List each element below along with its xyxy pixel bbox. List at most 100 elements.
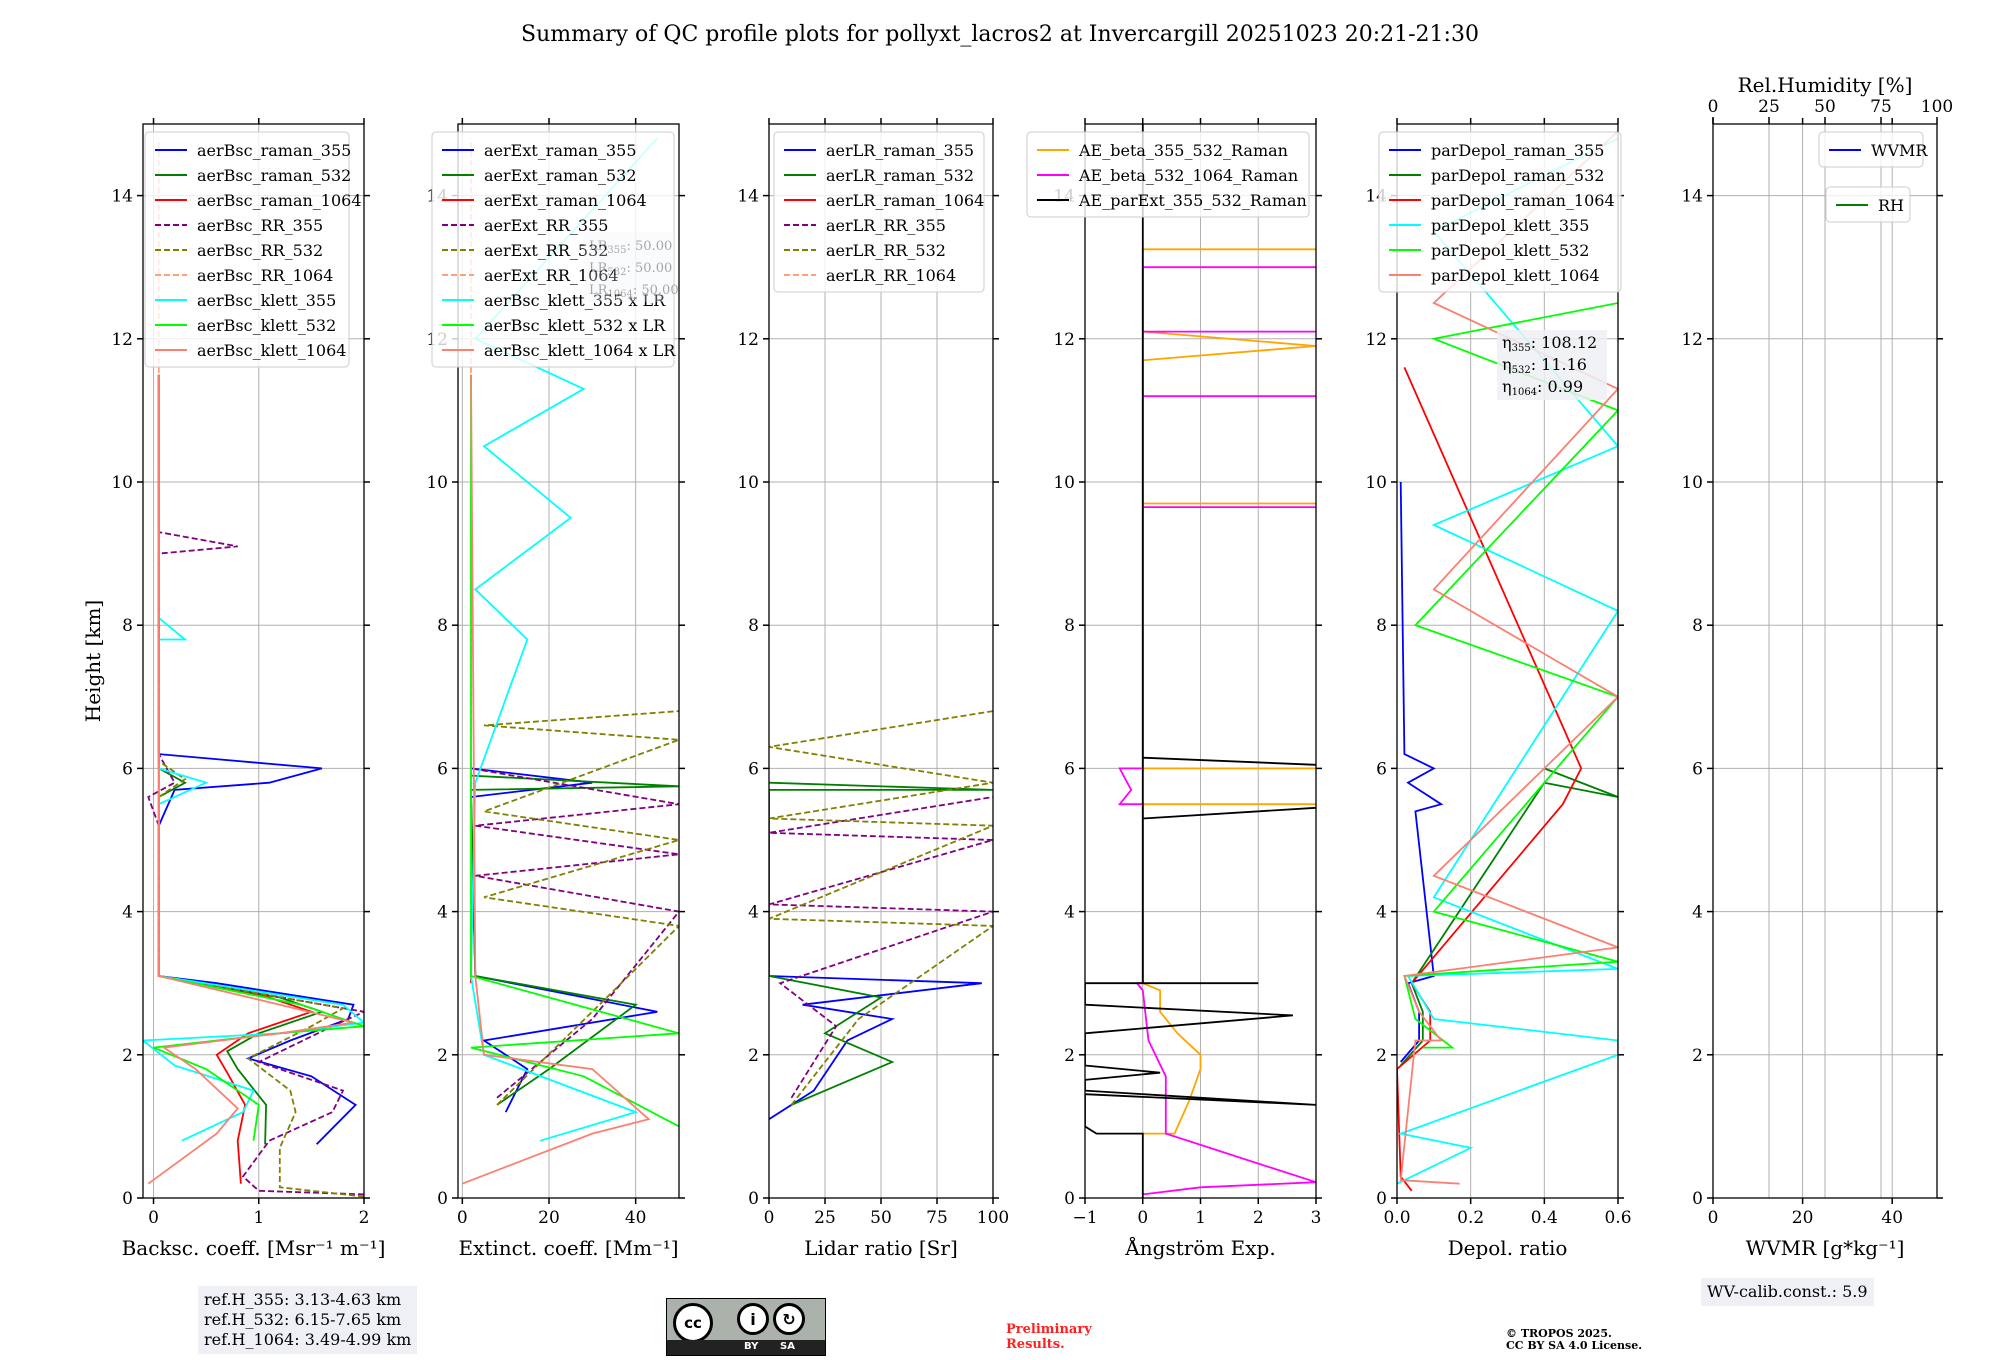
legend-entry-label: aerExt_RR_532 xyxy=(484,241,608,260)
ref-height-1064: ref.H_1064: 3.49-4.99 km xyxy=(204,1330,412,1349)
legend-entry-label: aerBsc_RR_532 xyxy=(197,241,323,260)
legend-entry-label: aerBsc_klett_532 xyxy=(197,316,336,335)
legend-entry-label: aerLR_raman_532 xyxy=(826,166,974,185)
top-x-tick-label: 50 xyxy=(1814,97,1836,117)
legend-entry-label: AE_parExt_355_532_Raman xyxy=(1078,191,1307,210)
legend-entry-label: aerExt_raman_1064 xyxy=(484,191,647,210)
legend-entry-label: aerBsc_klett_532 x LR xyxy=(484,316,666,335)
x-axis-label: Ångström Exp. xyxy=(1124,1235,1275,1260)
reference-height-box: ref.H_355: 3.13-4.63 km ref.H_532: 6.15-… xyxy=(198,1286,418,1354)
legend-entry-label: aerLR_raman_1064 xyxy=(826,191,984,210)
y-tick-label: 2 xyxy=(1376,1046,1387,1066)
y-tick-label: 2 xyxy=(748,1046,759,1066)
x-axis-label: Extinct. coeff. [Mm⁻¹] xyxy=(458,1236,678,1260)
y-tick-label: 8 xyxy=(437,616,448,636)
legend-frame xyxy=(1026,131,1310,218)
y-tick-label: 4 xyxy=(122,903,133,923)
ref-height-355: ref.H_355: 3.13-4.63 km xyxy=(204,1290,402,1309)
y-tick-label: 2 xyxy=(122,1046,133,1066)
legend-frame xyxy=(1378,131,1622,293)
x-tick-label: 1 xyxy=(253,1208,264,1228)
legend-entry-label: aerBsc_raman_1064 xyxy=(197,191,362,210)
cc-license-badge: cc i ↻ BY SA xyxy=(666,1298,826,1356)
y-tick-label: 4 xyxy=(1376,903,1387,923)
y-tick-label: 8 xyxy=(1376,616,1387,636)
x-tick-label: 40 xyxy=(1881,1208,1903,1228)
x-tick-label: 0.6 xyxy=(1604,1208,1631,1228)
x-tick-label: 75 xyxy=(926,1208,948,1228)
legend-entry-label: parDepol_klett_532 xyxy=(1431,241,1589,260)
wv-calibration-constant: WV-calib.const.: 5.9 xyxy=(1707,1282,1868,1301)
x-tick-label: 100 xyxy=(977,1208,1009,1228)
series-line-ae-parext-355-532-raman xyxy=(1085,124,1316,1198)
series-group xyxy=(1397,130,1618,1192)
series-line-aerext-rr-532 xyxy=(483,710,679,1106)
x-axis-label: Backsc. coeff. [Msr⁻¹ m⁻¹] xyxy=(122,1236,386,1260)
legend-entry-label: aerBsc_RR_355 xyxy=(197,216,323,235)
wv-calibration-box: WV-calib.const.: 5.9 xyxy=(1701,1278,1874,1306)
legend-entry-label: aerBsc_klett_1064 xyxy=(197,341,346,360)
y-tick-label: 10 xyxy=(111,473,133,493)
legend-entry-label: aerLR_RR_532 xyxy=(826,241,946,260)
legend-entry-label: aerBsc_RR_1064 xyxy=(197,266,333,285)
legend-entry-label: aerBsc_raman_355 xyxy=(197,141,351,160)
x-tick-label: 3 xyxy=(1311,1208,1322,1228)
cc-by-label: BY xyxy=(744,1341,759,1352)
x-tick-label: 25 xyxy=(814,1208,836,1228)
x-tick-label: 0.0 xyxy=(1383,1208,1410,1228)
legend-entry-label: aerBsc_klett_355 x LR xyxy=(484,291,666,310)
preliminary-line-1: Preliminary xyxy=(1006,1322,1092,1337)
legend-entry-label: AE_beta_532_1064_Raman xyxy=(1078,166,1298,185)
series-line-aerbsc-rr-532 xyxy=(157,374,364,1198)
top-x-tick-label: 25 xyxy=(1758,97,1780,117)
y-tick-label: 0 xyxy=(1376,1189,1387,1209)
y-tick-label: 8 xyxy=(1064,616,1075,636)
legend-entry-label: RH xyxy=(1878,196,1904,215)
y-tick-label: 6 xyxy=(437,759,448,779)
annotation-bg xyxy=(584,232,674,302)
legend-entry-label: aerBsc_raman_532 xyxy=(197,166,351,185)
y-tick-label: 12 xyxy=(111,330,133,350)
series-line-pardepol-raman-1064 xyxy=(1397,367,1583,1192)
series-line-aerlr-raman-532 xyxy=(769,781,993,1106)
copyright-line-1: © TROPOS 2025. xyxy=(1506,1327,1612,1340)
legend-backscatter: aerBsc_raman_355 aerBsc_raman_532 aerBsc_r… xyxy=(144,131,362,368)
series-line-aerbsc-rr-355 xyxy=(147,374,364,1196)
x-tick-label: 20 xyxy=(538,1208,560,1228)
y-tick-label: 12 xyxy=(1053,330,1075,350)
cc-icon: cc xyxy=(673,1303,713,1343)
y-tick-label: 14 xyxy=(1681,187,1703,207)
legend-depol: parDepol_raman_355 parDepol_raman_532 parD… xyxy=(1378,131,1622,293)
legend-entry-label: parDepol_raman_532 xyxy=(1431,166,1604,185)
x-axis-label: Depol. ratio xyxy=(1448,1236,1568,1260)
legend-entry-label: aerExt_raman_532 xyxy=(484,166,637,185)
top-axis-label: Rel.Humidity [%] xyxy=(1738,73,1913,97)
series-line-aerbsc-klett-1064 xyxy=(147,374,354,1185)
y-tick-label: 6 xyxy=(122,759,133,779)
sa-icon: ↻ xyxy=(773,1303,805,1335)
y-tick-label: 8 xyxy=(748,616,759,636)
by-icon: i xyxy=(737,1303,769,1335)
legend-entry-label: aerExt_raman_355 xyxy=(484,141,637,160)
legend-wvmr: WVMR xyxy=(1818,131,1928,168)
legend-entry-label: aerBsc_klett_355 xyxy=(197,291,336,310)
top-x-tick-label: 100 xyxy=(1921,97,1953,117)
y-tick-label: 4 xyxy=(437,903,448,923)
x-tick-label: 1 xyxy=(1195,1208,1206,1228)
y-tick-label: 6 xyxy=(1376,759,1387,779)
legend-lidar_ratio: aerLR_raman_355 aerLR_raman_532 aerLR_rama… xyxy=(773,131,985,293)
legend-entry-label: AE_beta_355_532_Raman xyxy=(1078,141,1288,160)
x-axis-label: WVMR [g*kg⁻¹] xyxy=(1746,1236,1905,1260)
series-line-aerbsc-raman-1064 xyxy=(157,374,315,1184)
y-tick-label: 4 xyxy=(1064,903,1075,923)
y-tick-label: 6 xyxy=(1692,759,1703,779)
series-group xyxy=(143,138,364,1198)
y-tick-label: 4 xyxy=(1692,903,1703,923)
legend-entry-label: parDepol_raman_1064 xyxy=(1431,191,1615,210)
legend-entry-label: aerBsc_klett_1064 x LR xyxy=(484,341,676,360)
preliminary-results-note: Preliminary Results. xyxy=(1006,1322,1092,1352)
panel-lidar_ratio: 0 25 50 75 100 0 2 4 6 8 10 12 14 Lidar ratio [Sr] aer… xyxy=(737,118,1009,1260)
series-line-aerbsc-raman-355 xyxy=(157,374,358,1145)
